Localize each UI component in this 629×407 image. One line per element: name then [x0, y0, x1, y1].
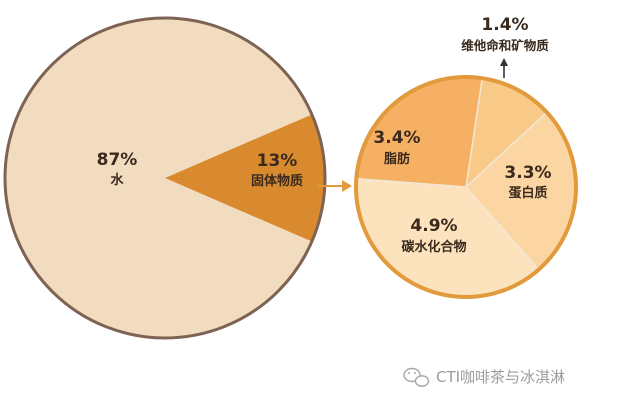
- slice-value-label: 4.9%: [410, 216, 457, 236]
- slice-name-label: 水: [110, 172, 124, 188]
- slice-name-label: 蛋白质: [508, 185, 547, 201]
- wechat-icon: [403, 367, 430, 387]
- pie-slice: [4, 17, 312, 338]
- slice-value-label: 3.4%: [373, 128, 420, 148]
- pie-chart-solids-composition: [354, 75, 578, 299]
- pie-border: [354, 75, 578, 299]
- pie-slice: [165, 114, 325, 242]
- slice-value-label: 87%: [97, 150, 138, 170]
- watermark: CTI咖啡茶与冰淇淋: [403, 367, 565, 387]
- pie-chart-milk-composition: [3, 16, 327, 340]
- slice-name-label: 脂肪: [383, 151, 410, 167]
- slice-value-label: 3.3%: [504, 163, 551, 183]
- slice-name-label: 维他命和矿物质: [461, 38, 549, 53]
- callout-arrow: [500, 58, 508, 78]
- slice-value-label: 13%: [257, 151, 298, 171]
- connector-arrow: [318, 180, 352, 192]
- slice-name-label: 碳水化合物: [401, 239, 466, 255]
- pie-border: [3, 16, 327, 340]
- slice-name-label: 固体物质: [251, 173, 303, 189]
- watermark-text: CTI咖啡茶与冰淇淋: [436, 368, 565, 386]
- slice-value-label: 1.4%: [481, 15, 528, 35]
